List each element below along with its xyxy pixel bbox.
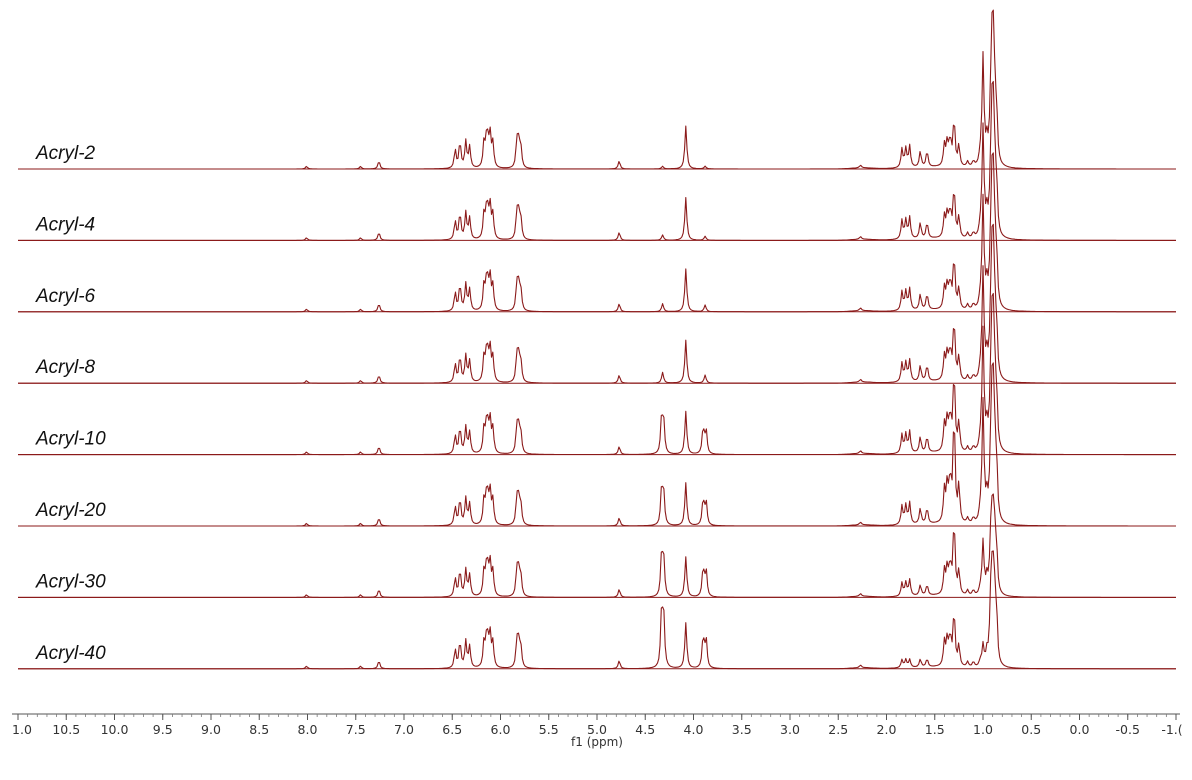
x-tick-label: 7.5	[346, 722, 366, 737]
x-tick-label: 8.5	[249, 722, 269, 737]
spectrum-line-acryl-6	[18, 152, 1176, 313]
x-axis: 1.0 10.5 10.0 9.5 9.0 8.5 8.0 7.5 7.0 6.5 6.0 5.5 5.…	[12, 713, 1183, 749]
spectrum-line-acryl-30	[18, 493, 1176, 598]
x-tick-label: 4.0	[684, 722, 704, 737]
spectrum-label: Acryl-8	[35, 357, 96, 378]
x-tick-label: -0.5	[1116, 722, 1140, 737]
x-tick-label: 3.5	[732, 722, 752, 737]
spectrum-label: Acryl-2	[35, 143, 96, 164]
x-tick-label: 5.0	[587, 722, 607, 737]
x-tick-label: 3.0	[780, 722, 800, 737]
spectrum-line-acryl-10	[18, 292, 1176, 456]
x-tick-label: 2.0	[877, 722, 897, 737]
x-tick-label: 2.5	[828, 722, 848, 737]
spectrum-line-acryl-8	[18, 223, 1176, 384]
spectrum-labels: Acryl-2 Acryl-4 Acryl-6 Acryl-8 Acryl-10 Acry…	[35, 143, 106, 664]
spectrum-label: Acryl-40	[35, 643, 106, 664]
x-axis-title: f1 (ppm)	[571, 735, 623, 749]
x-tick-label: 4.5	[635, 722, 655, 737]
spectrum-label: Acryl-10	[35, 429, 106, 450]
spectrum-line-acryl-20	[18, 362, 1176, 527]
x-tick-label: 10.0	[101, 722, 129, 737]
spectrum-label: Acryl-4	[35, 214, 95, 235]
x-tick-label: 0.5	[1021, 722, 1041, 737]
spectrum-line-acryl-4	[18, 80, 1176, 241]
spectrum-line-acryl-40	[18, 550, 1176, 670]
x-tick-label: -1.(	[1161, 722, 1182, 737]
x-tick-label: 0.0	[1070, 722, 1090, 737]
x-tick-label: 7.0	[394, 722, 414, 737]
spectrum-line-acryl-2	[18, 9, 1176, 170]
x-tick-label: 1.0	[12, 722, 32, 737]
x-axis-ticks: 1.0 10.5 10.0 9.5 9.0 8.5 8.0 7.5 7.0 6.5 6.0 5.5 5.…	[12, 714, 1183, 737]
x-tick-label: 10.5	[52, 722, 80, 737]
x-tick-label: 8.0	[298, 722, 318, 737]
x-tick-label: 5.5	[539, 722, 559, 737]
x-tick-label: 1.0	[973, 722, 993, 737]
x-tick-label: 6.5	[442, 722, 462, 737]
x-tick-label: 1.5	[925, 722, 945, 737]
x-tick-label: 9.5	[153, 722, 173, 737]
x-tick-label: 6.0	[491, 722, 511, 737]
spectrum-label: Acryl-6	[35, 286, 96, 307]
x-tick-label: 9.0	[201, 722, 221, 737]
spectra-group	[18, 9, 1176, 670]
spectrum-label: Acryl-30	[35, 571, 106, 592]
spectrum-label: Acryl-20	[35, 500, 106, 521]
